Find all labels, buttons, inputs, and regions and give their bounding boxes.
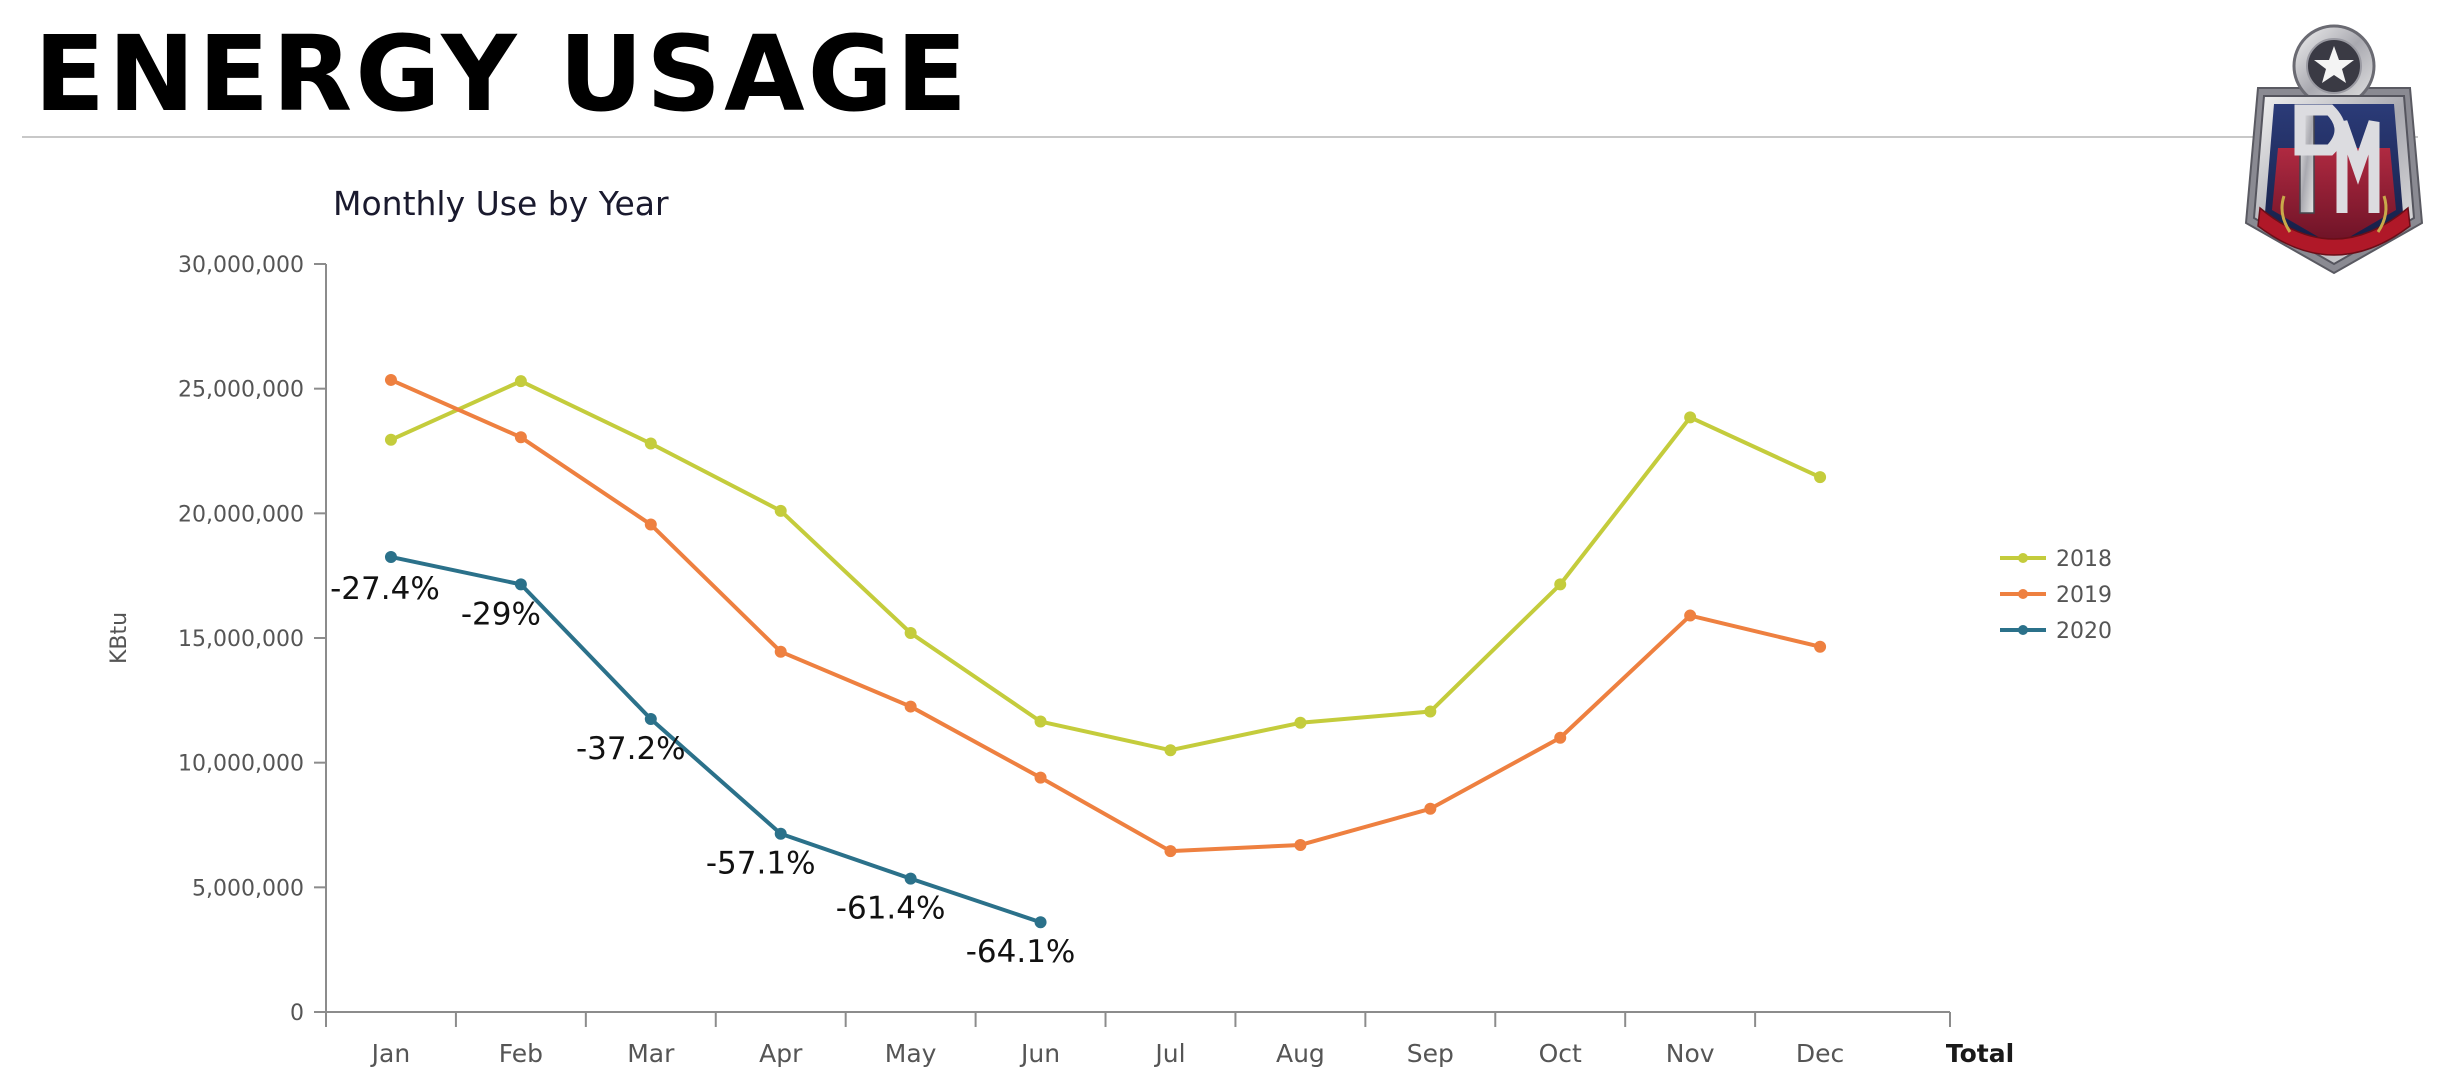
series-line-2019 [390,378,1821,854]
legend-item-2018[interactable]: 2018 [2000,547,2112,572]
data-point-2019-jan [384,373,397,386]
data-point-2019-sep [1424,802,1437,815]
data-point-2018-nov [1684,411,1697,424]
data-point-2018-jan [384,433,397,446]
data-point-2020-feb [514,578,527,591]
data-point-2018-oct [1554,578,1567,591]
y-tick-label: 15,000,000 [178,627,304,652]
change-annotation: -64.1% [966,934,1076,970]
y-tick-label: 5,000,000 [192,876,304,901]
legend-item-2019[interactable]: 2019 [2000,583,2112,608]
change-annotation: -29% [461,596,541,632]
x-tick-label: Total [1946,1039,2014,1068]
x-tick-label: Dec [1796,1039,1844,1068]
x-tick-label: May [885,1039,937,1068]
y-axis-label: KBtu [107,612,132,664]
data-point-2018-sep [1424,705,1437,718]
data-point-2018-jul [1164,744,1177,757]
data-point-2018-feb [514,375,527,388]
legend-label: 2020 [2056,619,2112,644]
data-point-2018-dec [1814,471,1827,484]
data-point-2018-jun [1034,715,1047,728]
legend-label: 2018 [2056,547,2112,572]
x-tick-label: Mar [627,1039,675,1068]
data-point-2020-jun [1034,916,1047,929]
page-title: ENERGY USAGE [34,13,971,135]
data-point-2020-jan [384,550,397,563]
y-tick-label: 30,000,000 [178,253,304,278]
x-tick-label: Jan [370,1039,411,1068]
data-point-2019-may [904,700,917,713]
data-point-2019-oct [1554,731,1567,744]
data-point-2019-jul [1164,845,1177,858]
x-tick-label: Aug [1276,1039,1325,1068]
y-tick-label: 25,000,000 [178,378,304,403]
data-point-2020-may [904,872,917,885]
series-line-2020 [390,555,1042,925]
x-tick-label: Apr [759,1039,803,1068]
legend-item-2020[interactable]: 2020 [2000,619,2112,644]
data-point-2018-aug [1294,716,1307,729]
change-annotation: -37.2% [576,731,686,767]
data-point-2020-mar [644,713,657,726]
x-tick-label: Feb [499,1039,543,1068]
chart-title: Monthly Use by Year [333,184,669,223]
data-point-2020-apr [774,827,787,840]
y-tick-label: 0 [290,1001,304,1026]
change-annotation: -27.4% [330,571,440,607]
data-point-2019-aug [1294,838,1307,851]
data-point-2018-apr [774,504,787,517]
data-point-2018-mar [644,437,657,450]
x-tick-label: Jun [1019,1039,1060,1068]
x-tick-label: Jul [1153,1039,1185,1068]
data-point-2019-nov [1684,609,1697,622]
series-line-2018 [390,379,1821,753]
data-point-2019-feb [514,431,527,444]
data-point-2018-may [904,627,917,640]
legend-swatch-marker [2018,553,2028,563]
data-point-2019-apr [774,645,787,658]
change-annotation: -57.1% [706,846,816,882]
y-tick-label: 10,000,000 [178,752,304,777]
legend-swatch-marker [2018,589,2028,599]
y-tick-label: 20,000,000 [178,502,304,527]
legend-label: 2019 [2056,583,2112,608]
x-tick-label: Nov [1666,1039,1715,1068]
data-point-2019-mar [644,518,657,531]
x-tick-label: Oct [1539,1039,1582,1068]
title-divider [22,136,2418,138]
x-tick-label: Sep [1407,1039,1454,1068]
pocono-mountain-shield-logo [2244,24,2424,275]
change-annotation: -61.4% [836,891,946,927]
legend-swatch-marker [2018,625,2028,635]
data-point-2019-jun [1034,771,1047,784]
data-point-2019-dec [1814,640,1827,653]
